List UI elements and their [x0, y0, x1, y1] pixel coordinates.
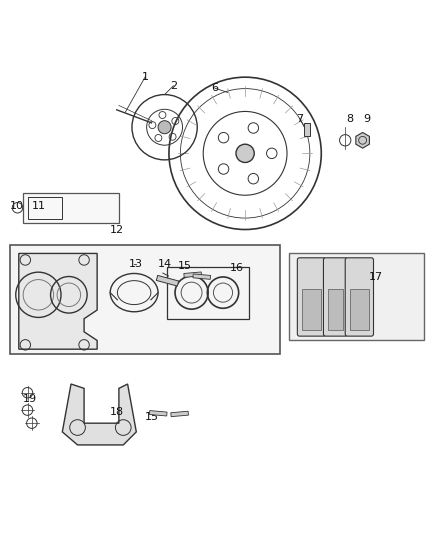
Text: 9: 9: [364, 114, 371, 124]
Text: 10: 10: [10, 200, 24, 211]
Bar: [156, 276, 179, 286]
Bar: [328, 289, 343, 329]
Text: 8: 8: [346, 114, 353, 124]
Bar: [302, 289, 321, 329]
FancyBboxPatch shape: [345, 258, 374, 336]
Text: 17: 17: [369, 272, 383, 282]
Bar: [23, 192, 119, 223]
FancyBboxPatch shape: [297, 258, 325, 336]
Text: 2: 2: [170, 81, 177, 91]
Text: 12: 12: [110, 224, 124, 235]
Polygon shape: [62, 384, 136, 445]
Circle shape: [158, 120, 171, 134]
Circle shape: [236, 144, 254, 163]
Bar: [28, 197, 62, 219]
Polygon shape: [356, 133, 369, 148]
Bar: [350, 289, 369, 329]
Bar: [289, 254, 424, 341]
Text: 19: 19: [23, 394, 37, 404]
Bar: [184, 272, 201, 277]
Bar: [304, 123, 311, 136]
Text: 1: 1: [141, 72, 148, 82]
Text: 13: 13: [129, 260, 143, 269]
Text: 15: 15: [145, 411, 159, 422]
Bar: [167, 266, 250, 319]
Text: 15: 15: [178, 261, 192, 271]
Text: 6: 6: [211, 83, 218, 93]
Bar: [193, 274, 211, 279]
Text: 11: 11: [32, 200, 46, 211]
Text: 14: 14: [158, 260, 172, 269]
Polygon shape: [19, 254, 97, 349]
Bar: [149, 410, 167, 416]
Bar: [171, 411, 188, 417]
Text: 18: 18: [110, 407, 124, 417]
Text: 7: 7: [296, 114, 303, 124]
Text: 16: 16: [230, 263, 244, 273]
Bar: [10, 245, 280, 353]
FancyBboxPatch shape: [323, 258, 347, 336]
